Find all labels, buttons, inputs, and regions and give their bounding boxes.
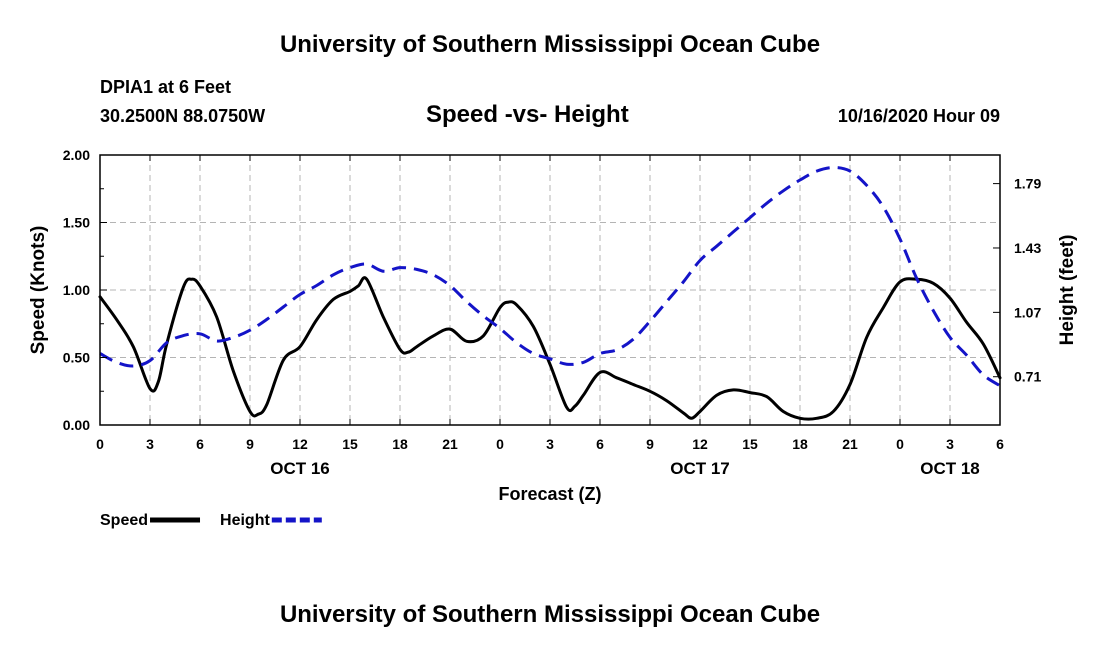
legend: Speed Height <box>100 512 322 529</box>
x-tick-label: 18 <box>792 436 808 452</box>
plot-title: Speed -vs- Height <box>426 101 629 128</box>
grid <box>100 155 1000 425</box>
series-layer <box>98 166 1002 421</box>
x-tick-label: 9 <box>246 436 254 452</box>
legend-label-height: Height <box>220 512 270 529</box>
x-tick-label: 0 <box>896 436 904 452</box>
y-left-tick-label: 1.50 <box>63 215 90 231</box>
x-tick-label: 18 <box>392 436 408 452</box>
y-right-tick-label: 1.07 <box>1014 304 1041 320</box>
x-tick-label: 6 <box>996 436 1004 452</box>
x-tick-label: 6 <box>196 436 204 452</box>
series-line-height <box>99 166 1001 387</box>
y-left-axis-title: Speed (Knots) <box>28 226 49 355</box>
x-date-label: OCT 18 <box>920 459 980 478</box>
x-tick-label: 3 <box>946 436 954 452</box>
x-date-label: OCT 16 <box>270 459 330 478</box>
series-line-speed <box>98 276 1002 421</box>
x-tick-label: 12 <box>292 436 308 452</box>
y-left-tick-label: 0.50 <box>63 350 90 366</box>
x-tick-label: 3 <box>146 436 154 452</box>
x-tick-label: 6 <box>596 436 604 452</box>
x-tick-label: 21 <box>842 436 858 452</box>
x-tick-label: 21 <box>442 436 458 452</box>
axes: 0 3 6 9 12 15 18 21 0 3 6 9 12 15 18 21 0 3 6 OCT 16 OCT 17 O… <box>28 147 1078 504</box>
x-tick-label: 12 <box>692 436 708 452</box>
x-tick-label: 9 <box>646 436 654 452</box>
coordinates-label: 30.2500N 88.0750W <box>100 106 266 126</box>
x-tick-label: 3 <box>546 436 554 452</box>
y-right-axis-title: Height (feet) <box>1057 235 1078 346</box>
station-label: DPIA1 at 6 Feet <box>100 77 232 97</box>
x-date-label: OCT 17 <box>670 459 730 478</box>
x-tick-label: 0 <box>96 436 104 452</box>
datetime-label: 10/16/2020 Hour 09 <box>837 106 1000 126</box>
y-right-tick-label: 1.43 <box>1014 240 1041 256</box>
legend-label-speed: Speed <box>100 512 148 529</box>
x-tick-label: 15 <box>342 436 358 452</box>
x-axis-title: Forecast (Z) <box>498 484 601 504</box>
x-tick-label: 0 <box>496 436 504 452</box>
y-left-tick-label: 2.00 <box>63 147 90 163</box>
chart-title-top: University of Southern Mississippi Ocean… <box>279 31 821 58</box>
y-right-tick-label: 1.79 <box>1014 176 1041 192</box>
y-left-tick-label: 0.00 <box>63 417 90 433</box>
y-left-tick-label: 1.00 <box>63 282 90 298</box>
y-right-tick-label: 0.71 <box>1014 369 1041 385</box>
x-tick-label: 15 <box>742 436 758 452</box>
chart-title-bottom: University of Southern Mississippi Ocean… <box>279 601 821 628</box>
